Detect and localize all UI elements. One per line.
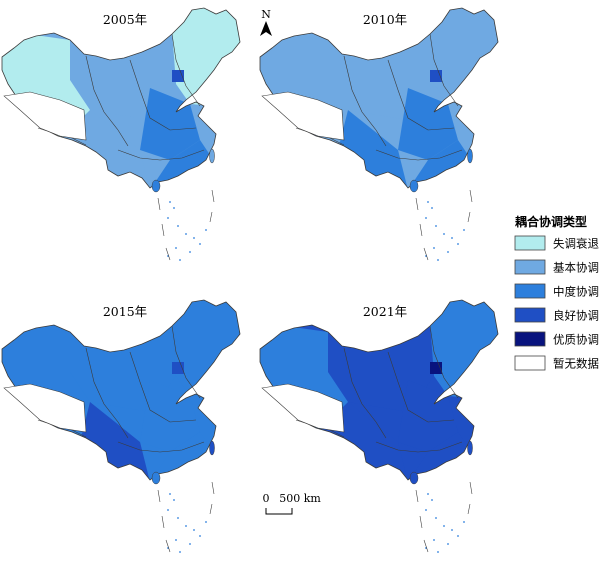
legend-item: 基本协调	[514, 259, 599, 275]
province-border	[375, 149, 463, 161]
region-no-data	[261, 383, 345, 433]
island-taiwan	[467, 148, 473, 164]
nine-dash-line	[415, 189, 473, 261]
legend-label: 中度协调	[553, 285, 599, 299]
legend-item: 暂无数据	[514, 355, 599, 371]
island-hainan	[151, 179, 161, 193]
map-2021: 2021年	[259, 299, 499, 553]
province-border	[117, 149, 205, 161]
province-border	[343, 347, 387, 439]
legend-label: 暂无数据	[553, 357, 599, 371]
legend-item: 优质协调	[514, 331, 599, 347]
north-label: N	[261, 8, 271, 21]
legend-swatch	[514, 307, 546, 323]
region-no-data	[3, 91, 87, 141]
island-hainan	[409, 179, 419, 193]
legend-label: 优质协调	[553, 333, 599, 347]
province-border	[129, 351, 197, 423]
province-border	[129, 59, 197, 131]
nine-dash-line	[157, 189, 215, 261]
legend-item: 中度协调	[514, 283, 599, 299]
legend-swatch	[514, 235, 546, 251]
nine-dash-line	[157, 481, 215, 553]
region-northeast	[428, 300, 498, 402]
map-year-label: 2010年	[363, 12, 407, 27]
legend-label: 基本协调	[553, 261, 599, 275]
south-sea-islands	[425, 201, 465, 261]
legend-swatch	[514, 259, 546, 275]
legend-title: 耦合协调类型	[515, 214, 587, 229]
scale-distance: 500 km	[279, 492, 321, 505]
legend-swatch	[514, 331, 546, 347]
legend-swatch	[514, 355, 546, 371]
province-border	[387, 59, 455, 131]
province-border	[171, 33, 201, 107]
china-map	[1, 299, 241, 553]
region-northeast	[170, 300, 240, 402]
province-border	[387, 351, 455, 423]
island-hainan	[151, 471, 161, 485]
south-sea-islands	[167, 493, 207, 553]
map-year-label: 2015年	[103, 304, 147, 319]
china-map	[259, 299, 499, 553]
province-border	[375, 441, 463, 453]
island-taiwan	[467, 440, 473, 456]
map-2005: 2005年	[1, 7, 241, 261]
map-2010: 2010年	[259, 7, 499, 261]
province-border	[429, 325, 459, 399]
north-arrow-icon	[260, 21, 272, 36]
legend-item: 失调衰退	[514, 235, 599, 251]
province-border	[117, 441, 205, 453]
north-arrow: N	[260, 8, 272, 36]
map-2015: 2015年	[1, 299, 241, 553]
legend-item: 良好协调	[514, 307, 599, 323]
province-border	[171, 325, 201, 399]
island-taiwan	[209, 440, 215, 456]
province-border	[85, 347, 129, 439]
legend-swatch	[514, 283, 546, 299]
map-year-label: 2021年	[363, 304, 407, 319]
region-northeast	[170, 8, 240, 110]
island-hainan	[409, 471, 419, 485]
region-no-data	[3, 383, 87, 433]
south-sea-islands	[167, 201, 207, 261]
south-sea-islands	[425, 493, 465, 553]
province-border	[343, 55, 387, 147]
region-northeast	[428, 8, 498, 110]
scale-bar-line	[265, 508, 293, 515]
legend-label: 失调衰退	[553, 237, 599, 251]
china-map	[259, 7, 499, 261]
china-map	[1, 7, 241, 261]
scale-zero: 0	[263, 492, 270, 505]
nine-dash-line	[415, 481, 473, 553]
province-border	[429, 33, 459, 107]
scale-bar: 0 500 km	[263, 492, 321, 515]
island-taiwan	[209, 148, 215, 164]
map-year-label: 2005年	[103, 12, 147, 27]
legend: 耦合协调类型 失调衰退 基本协调 中度协调 良好协调 优质协调 暂无数据	[514, 214, 599, 371]
region-no-data	[261, 91, 345, 141]
province-border	[85, 55, 129, 147]
legend-label: 良好协调	[553, 309, 599, 323]
